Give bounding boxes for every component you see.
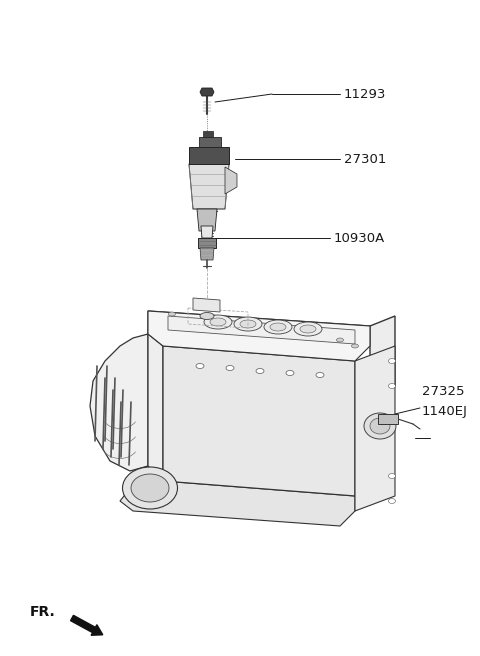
Ellipse shape: [210, 318, 226, 326]
Polygon shape: [201, 226, 213, 238]
Polygon shape: [189, 164, 229, 209]
Polygon shape: [197, 209, 217, 231]
Polygon shape: [225, 167, 237, 194]
Ellipse shape: [270, 323, 286, 331]
Polygon shape: [148, 334, 163, 481]
Ellipse shape: [388, 384, 396, 388]
Text: 1140EJ: 1140EJ: [422, 405, 468, 419]
Ellipse shape: [388, 499, 396, 504]
Polygon shape: [198, 238, 216, 248]
Ellipse shape: [226, 365, 234, 371]
Polygon shape: [148, 311, 370, 346]
Text: 27301: 27301: [344, 152, 386, 165]
Polygon shape: [163, 346, 355, 496]
Ellipse shape: [286, 371, 294, 375]
FancyArrow shape: [71, 615, 103, 635]
Ellipse shape: [264, 320, 292, 334]
Polygon shape: [355, 346, 395, 511]
Polygon shape: [378, 414, 398, 424]
Polygon shape: [199, 137, 221, 147]
Text: 11293: 11293: [344, 87, 386, 100]
Ellipse shape: [370, 418, 390, 434]
Polygon shape: [148, 311, 370, 361]
Polygon shape: [200, 88, 214, 96]
Ellipse shape: [234, 317, 262, 331]
Polygon shape: [90, 334, 148, 471]
Polygon shape: [370, 316, 395, 396]
Ellipse shape: [351, 344, 359, 348]
Ellipse shape: [131, 474, 169, 502]
Ellipse shape: [388, 474, 396, 478]
Polygon shape: [168, 316, 355, 344]
Ellipse shape: [122, 467, 178, 509]
Polygon shape: [189, 147, 229, 164]
Polygon shape: [203, 131, 213, 137]
Ellipse shape: [316, 373, 324, 377]
Ellipse shape: [364, 413, 396, 439]
Ellipse shape: [240, 320, 256, 328]
Ellipse shape: [200, 312, 214, 319]
Ellipse shape: [388, 358, 396, 363]
Ellipse shape: [300, 325, 316, 333]
Ellipse shape: [336, 338, 344, 342]
Ellipse shape: [294, 322, 322, 336]
Ellipse shape: [204, 315, 232, 329]
Polygon shape: [120, 466, 355, 526]
Ellipse shape: [196, 363, 204, 369]
Text: FR.: FR.: [30, 605, 56, 619]
Text: 10930A: 10930A: [334, 232, 385, 245]
Text: 27325: 27325: [422, 386, 465, 398]
Ellipse shape: [256, 369, 264, 373]
Ellipse shape: [168, 312, 176, 316]
Polygon shape: [193, 298, 220, 312]
Polygon shape: [200, 248, 214, 260]
